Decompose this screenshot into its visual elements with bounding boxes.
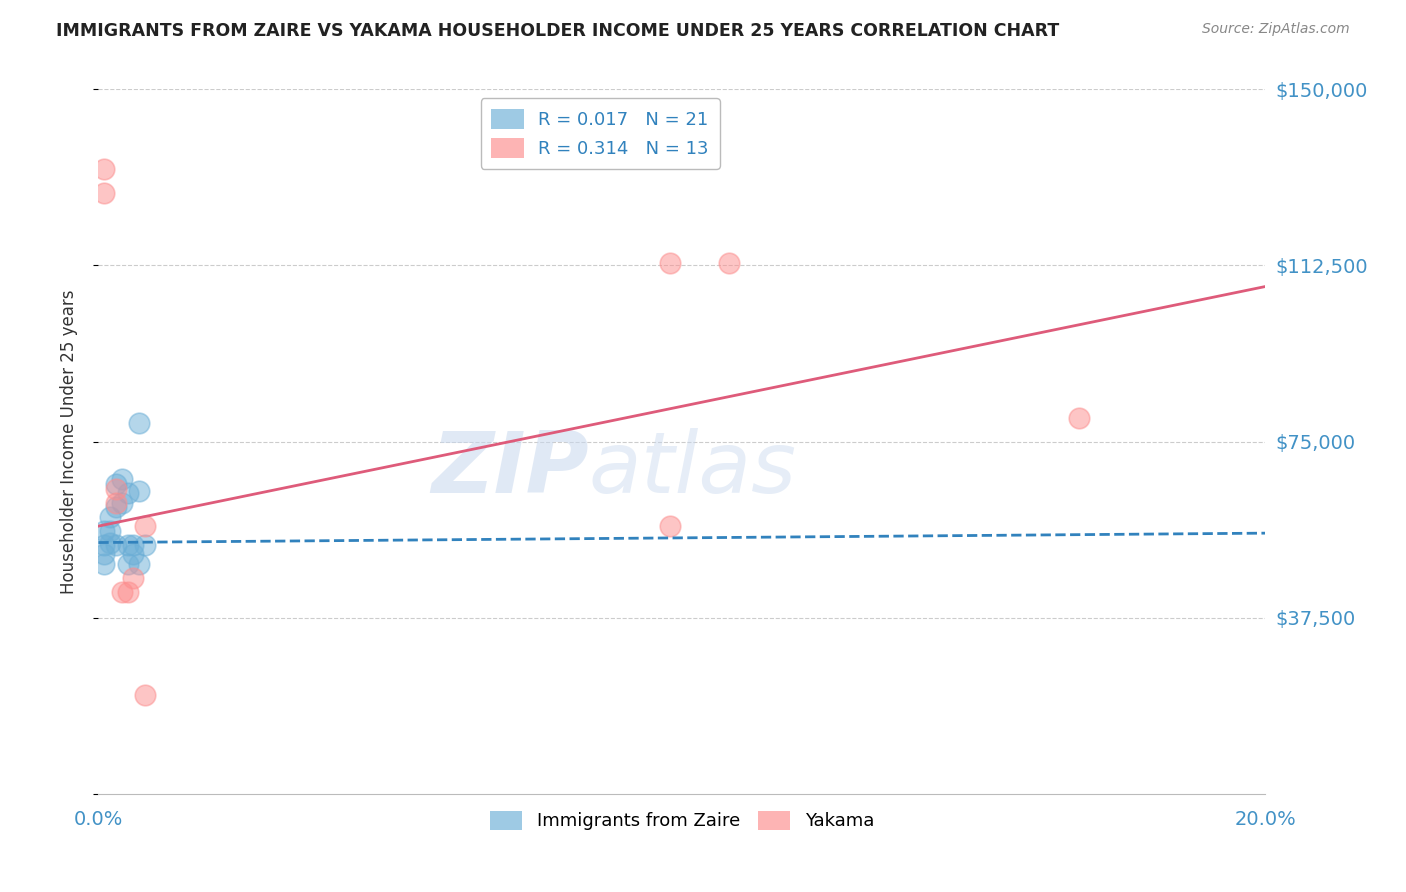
Point bbox=[122, 538, 145, 552]
Point bbox=[93, 557, 115, 571]
Point bbox=[128, 416, 150, 430]
Point bbox=[93, 524, 115, 538]
Point bbox=[104, 482, 127, 496]
Legend: Immigrants from Zaire, Yakama: Immigrants from Zaire, Yakama bbox=[482, 804, 882, 838]
Point bbox=[111, 585, 134, 599]
Point bbox=[117, 538, 139, 552]
Text: ZIP: ZIP bbox=[430, 428, 589, 511]
Point bbox=[134, 519, 156, 533]
Point bbox=[93, 538, 115, 552]
Y-axis label: Householder Income Under 25 years: Householder Income Under 25 years bbox=[59, 289, 77, 594]
Point bbox=[98, 509, 121, 524]
Text: Source: ZipAtlas.com: Source: ZipAtlas.com bbox=[1202, 22, 1350, 37]
Point bbox=[659, 256, 682, 270]
Point bbox=[117, 585, 139, 599]
Point bbox=[128, 483, 150, 498]
Point bbox=[128, 557, 150, 571]
Point bbox=[93, 547, 115, 561]
Point bbox=[117, 486, 139, 500]
Point bbox=[111, 495, 134, 509]
Point bbox=[111, 472, 134, 486]
Point bbox=[98, 524, 121, 538]
Point bbox=[122, 547, 145, 561]
Text: IMMIGRANTS FROM ZAIRE VS YAKAMA HOUSEHOLDER INCOME UNDER 25 YEARS CORRELATION CH: IMMIGRANTS FROM ZAIRE VS YAKAMA HOUSEHOL… bbox=[56, 22, 1060, 40]
Point bbox=[134, 688, 156, 702]
Point bbox=[122, 571, 145, 585]
Point bbox=[104, 500, 127, 515]
Point bbox=[717, 256, 740, 270]
Point bbox=[659, 519, 682, 533]
Point bbox=[104, 476, 127, 491]
Text: atlas: atlas bbox=[589, 428, 797, 511]
Point bbox=[117, 557, 139, 571]
Point bbox=[93, 162, 115, 177]
Point bbox=[98, 535, 121, 549]
Point bbox=[1067, 411, 1090, 425]
Point bbox=[104, 495, 127, 509]
Point bbox=[93, 186, 115, 200]
Point bbox=[134, 538, 156, 552]
Point bbox=[104, 538, 127, 552]
